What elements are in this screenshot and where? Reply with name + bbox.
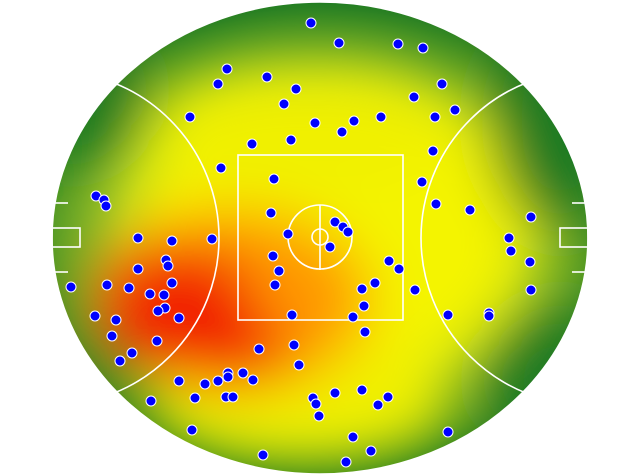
point xyxy=(162,260,174,272)
point xyxy=(393,263,405,275)
point xyxy=(358,300,370,312)
point xyxy=(309,117,321,129)
point xyxy=(483,310,495,322)
point xyxy=(189,392,201,404)
point xyxy=(336,126,348,138)
point xyxy=(449,104,461,116)
point xyxy=(348,115,360,127)
point xyxy=(173,375,185,387)
point xyxy=(305,17,317,29)
point xyxy=(436,78,448,90)
point xyxy=(356,283,368,295)
point xyxy=(101,279,113,291)
point xyxy=(89,310,101,322)
point xyxy=(184,111,196,123)
point xyxy=(417,42,429,54)
point xyxy=(429,111,441,123)
point xyxy=(166,235,178,247)
point xyxy=(273,265,285,277)
point xyxy=(329,387,341,399)
point xyxy=(100,200,112,212)
point xyxy=(215,162,227,174)
point xyxy=(408,91,420,103)
point xyxy=(382,391,394,403)
point xyxy=(342,226,354,238)
point xyxy=(106,330,118,342)
point xyxy=(221,63,233,75)
point xyxy=(372,399,384,411)
points xyxy=(65,17,537,468)
point xyxy=(347,311,359,323)
point xyxy=(505,245,517,257)
point xyxy=(151,335,163,347)
point xyxy=(173,312,185,324)
point xyxy=(145,395,157,407)
point xyxy=(290,83,302,95)
point xyxy=(329,216,341,228)
point xyxy=(383,255,395,267)
point xyxy=(132,263,144,275)
point xyxy=(126,347,138,359)
point xyxy=(199,378,211,390)
point xyxy=(114,355,126,367)
point xyxy=(375,111,387,123)
point xyxy=(110,314,122,326)
point xyxy=(313,410,325,422)
point xyxy=(166,277,178,289)
point xyxy=(132,232,144,244)
point xyxy=(152,305,164,317)
point xyxy=(261,71,273,83)
point xyxy=(356,384,368,396)
point xyxy=(268,173,280,185)
point xyxy=(442,309,454,321)
point xyxy=(416,176,428,188)
point xyxy=(222,371,234,383)
point xyxy=(212,78,224,90)
point xyxy=(359,326,371,338)
point xyxy=(369,277,381,289)
point xyxy=(253,343,265,355)
point xyxy=(269,279,281,291)
point xyxy=(278,98,290,110)
point xyxy=(333,37,345,49)
point xyxy=(427,145,439,157)
point xyxy=(524,256,536,268)
point xyxy=(144,288,156,300)
point xyxy=(285,134,297,146)
point xyxy=(392,38,404,50)
point xyxy=(286,309,298,321)
point xyxy=(442,426,454,438)
point xyxy=(324,241,336,253)
point xyxy=(246,138,258,150)
point xyxy=(525,211,537,223)
point xyxy=(365,445,377,457)
point xyxy=(247,374,259,386)
point xyxy=(288,339,300,351)
point xyxy=(186,424,198,436)
point xyxy=(340,456,352,468)
point xyxy=(525,284,537,296)
point xyxy=(409,284,421,296)
point xyxy=(212,375,224,387)
point xyxy=(265,207,277,219)
point xyxy=(257,449,269,461)
point xyxy=(158,289,170,301)
point xyxy=(282,228,294,240)
point xyxy=(430,198,442,210)
point xyxy=(310,398,322,410)
point xyxy=(206,233,218,245)
point xyxy=(347,431,359,443)
point xyxy=(464,204,476,216)
point xyxy=(237,367,249,379)
point xyxy=(227,391,239,403)
point xyxy=(503,232,515,244)
point xyxy=(293,359,305,371)
point xyxy=(65,281,77,293)
point xyxy=(123,282,135,294)
point xyxy=(267,250,279,262)
